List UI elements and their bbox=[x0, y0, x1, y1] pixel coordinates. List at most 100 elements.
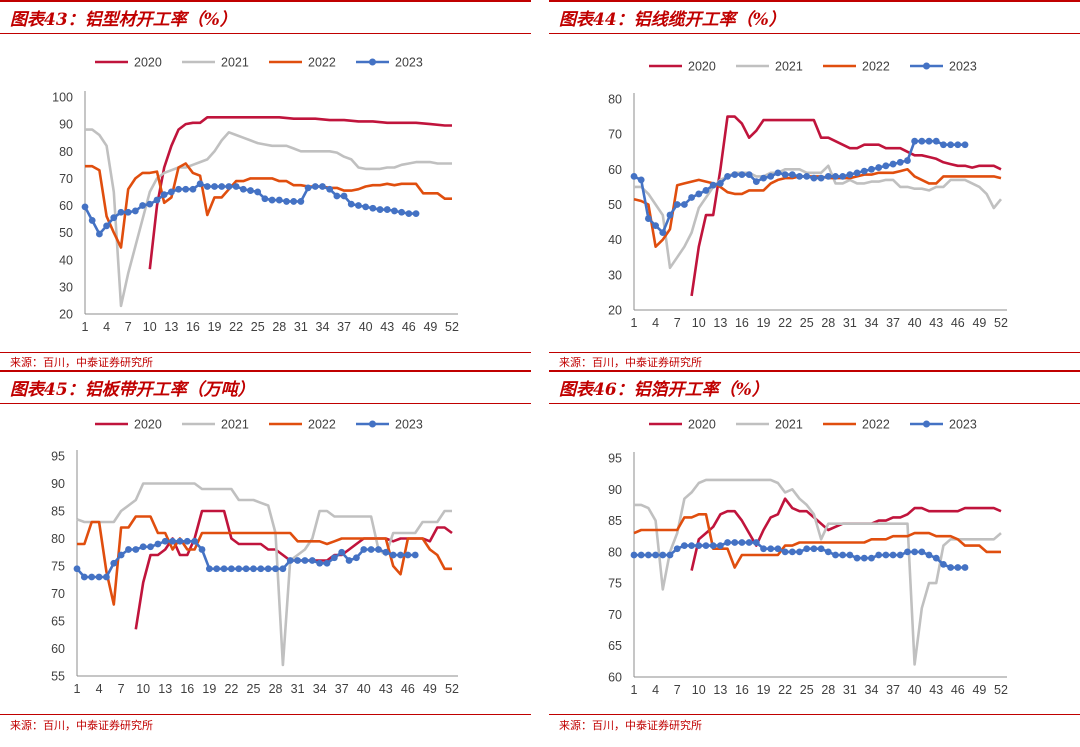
series-2021-line bbox=[85, 128, 452, 308]
series-2023-point bbox=[695, 190, 703, 198]
series-2023-point bbox=[369, 204, 377, 212]
series-2023-point bbox=[283, 198, 290, 205]
series-2023-point bbox=[644, 551, 652, 559]
x-tick-label: 31 bbox=[843, 316, 857, 330]
series-2023-point bbox=[889, 551, 897, 559]
x-tick-label: 4 bbox=[652, 316, 659, 330]
x-tick-label: 37 bbox=[886, 683, 900, 697]
x-tick-label: 25 bbox=[247, 682, 261, 696]
series-2023-point bbox=[311, 183, 319, 190]
series-2023-point bbox=[196, 180, 204, 188]
series-2023-point bbox=[796, 172, 803, 180]
y-tick-label: 50 bbox=[608, 198, 622, 212]
y-tick-label: 55 bbox=[51, 670, 65, 684]
series-2023-point bbox=[275, 196, 283, 204]
series-2023-point bbox=[153, 196, 161, 204]
legend-label: 2022 bbox=[862, 60, 890, 74]
series-2023-point bbox=[803, 545, 811, 553]
series-2023-point bbox=[652, 551, 659, 559]
y-tick-label: 50 bbox=[59, 226, 73, 240]
series-2023-point bbox=[961, 564, 969, 571]
series-2023-point bbox=[88, 573, 96, 581]
x-tick-label: 40 bbox=[908, 683, 922, 697]
series-2022-line bbox=[77, 515, 452, 606]
y-tick-label: 80 bbox=[608, 93, 622, 107]
series-2023-point bbox=[925, 137, 933, 145]
series-2023-point bbox=[868, 165, 875, 173]
series-2023-point bbox=[213, 565, 221, 573]
series-2023-point bbox=[659, 551, 667, 559]
series-2023-point bbox=[688, 194, 695, 201]
series-2023-point bbox=[781, 171, 789, 179]
series-2023-point bbox=[896, 551, 904, 559]
series-2023-point bbox=[345, 557, 353, 564]
x-tick-label: 22 bbox=[224, 682, 238, 696]
y-tick-label: 95 bbox=[608, 452, 622, 466]
series-2023-point bbox=[824, 172, 832, 180]
series-2023-point bbox=[139, 202, 146, 209]
x-tick-label: 16 bbox=[735, 316, 749, 330]
series-2023-point bbox=[353, 554, 360, 562]
series-2023-point bbox=[839, 172, 847, 180]
series-2023-point bbox=[139, 543, 147, 551]
series-2023-point bbox=[167, 188, 175, 196]
series-2021-line bbox=[634, 478, 1002, 666]
x-tick-label: 28 bbox=[821, 683, 835, 697]
series-2023-point bbox=[918, 548, 926, 556]
series-2023-point bbox=[103, 222, 110, 230]
series-2023-point bbox=[904, 548, 911, 556]
series-2023-point bbox=[724, 172, 731, 180]
x-tick-label: 46 bbox=[401, 682, 415, 696]
series-2023-point bbox=[882, 162, 890, 170]
series-2023-point bbox=[132, 546, 140, 553]
series-2023-point bbox=[333, 192, 341, 200]
series-2023-point bbox=[788, 548, 796, 556]
series-2023-point bbox=[882, 551, 890, 559]
series-2023-point bbox=[767, 172, 775, 180]
x-tick-label: 25 bbox=[251, 320, 265, 334]
x-tick-label: 46 bbox=[951, 683, 965, 697]
x-tick-label: 49 bbox=[972, 683, 986, 697]
series-2023-point bbox=[702, 187, 710, 194]
series-2023-point bbox=[131, 207, 139, 215]
legend-label: 2021 bbox=[775, 60, 803, 74]
series-2023-point bbox=[286, 557, 294, 564]
series-2023-point bbox=[695, 542, 703, 549]
series-2023-point bbox=[391, 207, 398, 215]
series-2023-point bbox=[304, 184, 312, 192]
series-2023-point bbox=[752, 178, 760, 186]
y-tick-label: 100 bbox=[52, 91, 73, 105]
line-chart: 55 60 65 70 75 80 85 90 95 1 4 7 10 13 16 19 22 25 28 31 34 3… bbox=[51, 418, 459, 697]
series-2023-point bbox=[232, 183, 240, 190]
series-2021-line bbox=[76, 482, 452, 667]
series-2022-line bbox=[85, 162, 452, 249]
x-tick-label: 34 bbox=[313, 682, 327, 696]
x-tick-label: 19 bbox=[202, 682, 216, 696]
series-2023-point bbox=[175, 185, 182, 193]
series-2023-point bbox=[268, 196, 276, 204]
x-tick-label: 10 bbox=[692, 683, 706, 697]
series-2023-point bbox=[652, 222, 659, 230]
series-2023-point bbox=[146, 200, 154, 208]
source-divider bbox=[549, 714, 1080, 715]
y-tick-label: 70 bbox=[608, 128, 622, 142]
x-tick-label: 4 bbox=[96, 682, 103, 696]
legend-label: 2021 bbox=[221, 418, 249, 432]
series-2023-point bbox=[702, 542, 710, 549]
series-2023-point bbox=[860, 554, 868, 562]
chart-panel: 图表46：铝箔开工率（%） 60 65 70 75 80 85 90 95 1 4 7 10 13 16 1… bbox=[549, 370, 1080, 747]
series-2023-point bbox=[716, 542, 724, 549]
x-tick-label: 28 bbox=[272, 320, 286, 334]
x-tick-label: 10 bbox=[143, 320, 157, 334]
panel-title: 图表45：铝板带开工率（万吨） bbox=[10, 380, 255, 400]
series-2023-point bbox=[169, 537, 176, 545]
legend-label: 2020 bbox=[134, 418, 162, 432]
series-2023-point bbox=[404, 551, 412, 559]
series-2023-point bbox=[731, 539, 739, 546]
series-2023-point bbox=[161, 537, 169, 545]
series-2023-point bbox=[918, 137, 926, 145]
series-2023-point bbox=[176, 537, 184, 545]
series-2023-point bbox=[279, 565, 287, 573]
panel-source: 来源：百川，中泰证券研究所 bbox=[559, 356, 702, 369]
series-2023-point bbox=[853, 554, 861, 562]
